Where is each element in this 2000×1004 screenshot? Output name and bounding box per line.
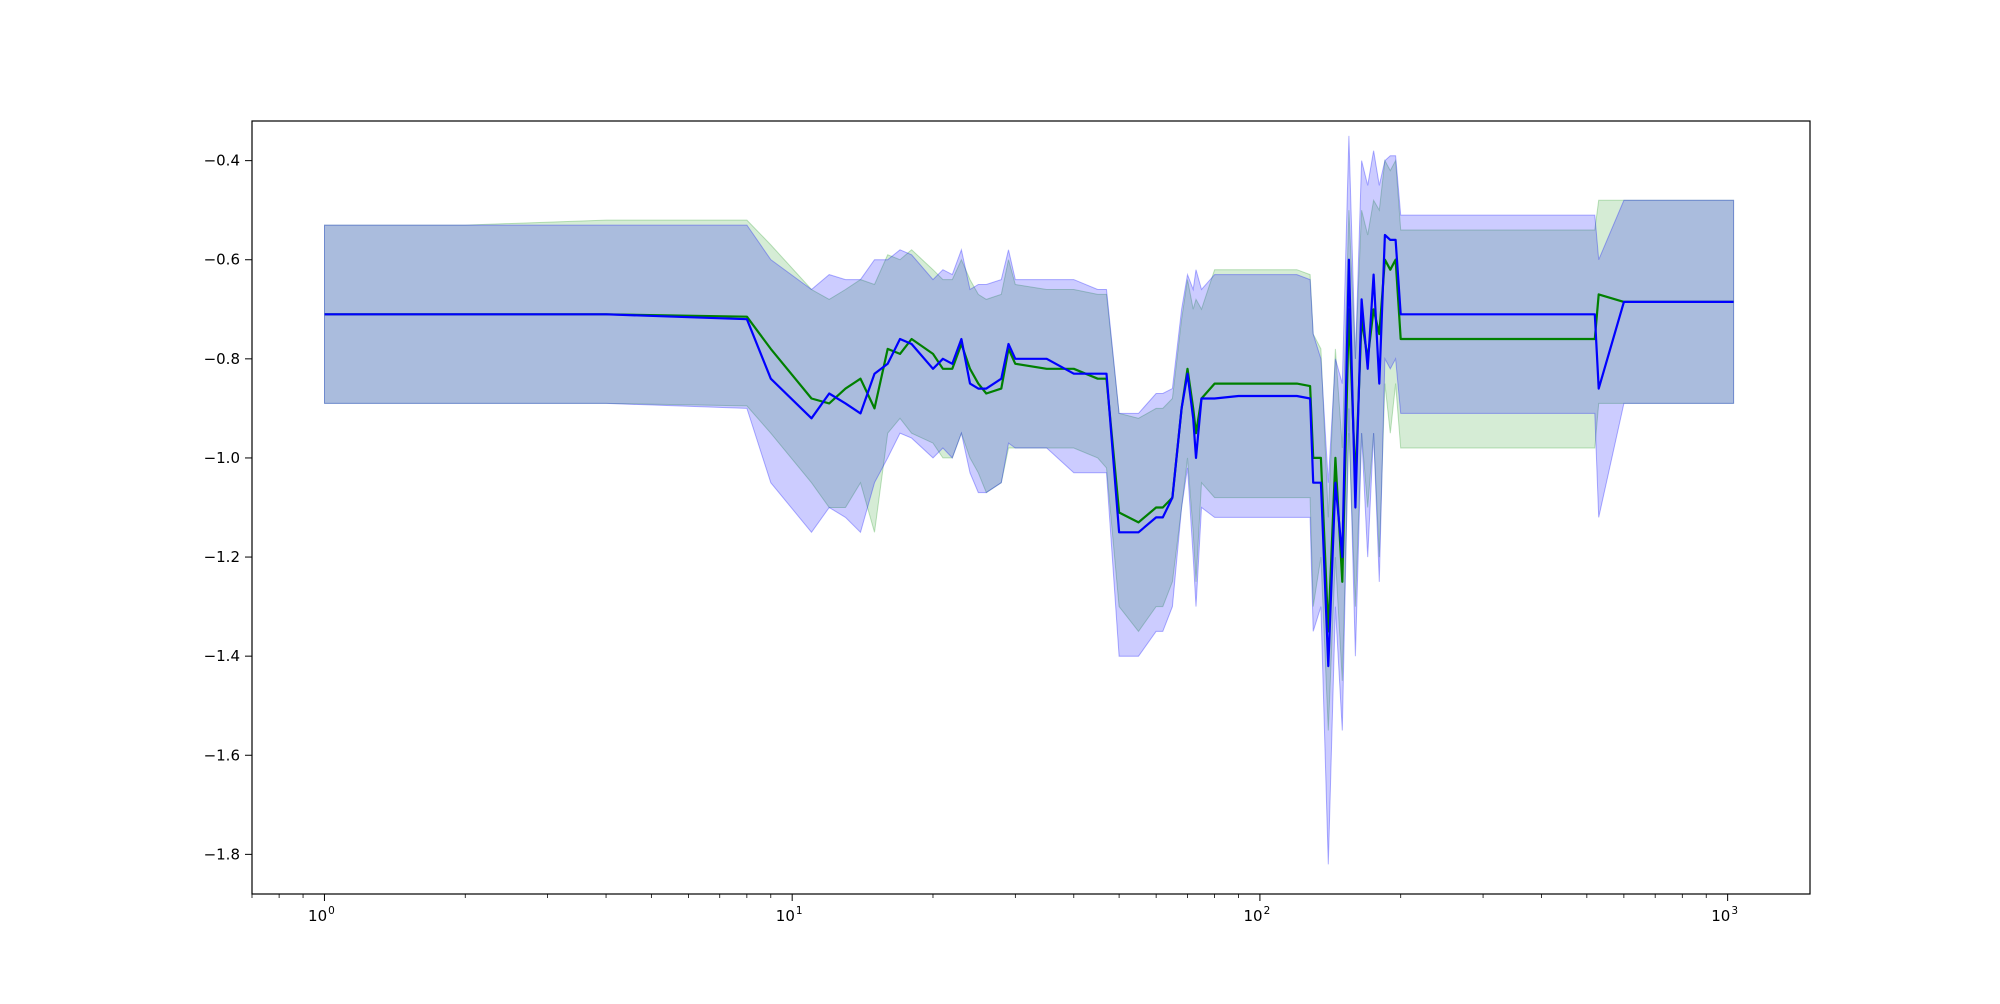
series-2-line <box>324 233 1734 668</box>
y-tick-label: −1.8 <box>204 845 240 863</box>
y-axis: −0.4 −0.6 −0.8 −1.0 −1.2 −1.4 −1.6 −1.8 <box>204 152 252 863</box>
series-1-line <box>324 258 1734 633</box>
plot-area-frame <box>251 120 1811 895</box>
series-lines <box>324 233 1734 668</box>
y-tick-label: −1.6 <box>204 746 240 764</box>
y-tick-label: −1.0 <box>204 449 240 467</box>
y-tick-label: −0.6 <box>204 251 240 269</box>
y-tick-label: −0.8 <box>204 350 240 368</box>
y-tick-label: −1.2 <box>204 548 240 566</box>
y-tick-label: −0.4 <box>204 152 240 170</box>
y-tick-label: −1.4 <box>204 647 240 665</box>
